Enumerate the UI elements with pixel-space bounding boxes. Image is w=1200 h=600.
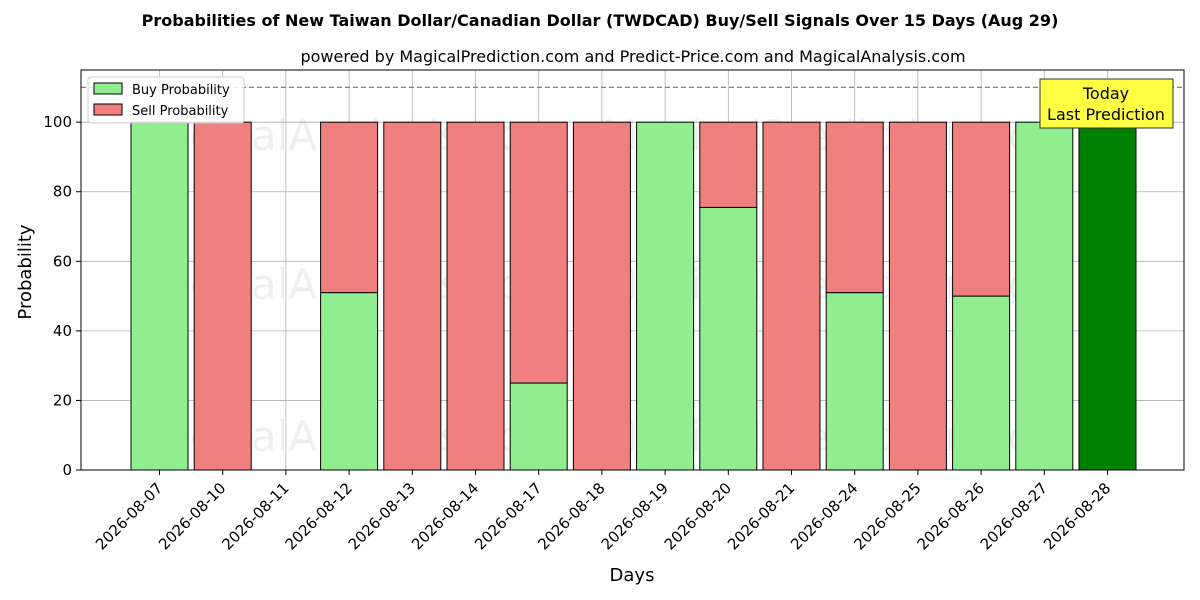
chart-title: Probabilities of New Taiwan Dollar/Canad… <box>142 11 1059 30</box>
bar-buy <box>825 292 884 471</box>
chart-subtitle: powered by MagicalPrediction.com and Pre… <box>300 47 965 66</box>
bar-sell <box>193 121 252 471</box>
y-tick-label: 60 <box>53 252 72 270</box>
x-axis-label: Days <box>610 565 655 586</box>
x-tick-label: 2026-08-11 <box>218 479 292 553</box>
y-tick-label: 80 <box>53 183 72 201</box>
x-tick-label: 2026-08-17 <box>471 479 545 553</box>
bar-buy <box>636 121 695 471</box>
bars <box>130 121 1137 471</box>
plot-frame <box>80 69 1185 471</box>
legend-label-sell: Sell Probability <box>132 104 229 119</box>
x-tick-label: 2026-08-20 <box>661 479 735 553</box>
x-tick-label: 2026-08-18 <box>534 479 608 553</box>
annotation-line-2: Last Prediction <box>1047 105 1165 124</box>
y-tick-label: 0 <box>62 461 72 479</box>
y-tick-label: 20 <box>53 391 72 409</box>
legend-swatch-sell <box>93 103 123 116</box>
bar-sell <box>888 121 947 471</box>
bar-sell <box>952 121 1011 297</box>
x-tick-label: 2026-08-28 <box>1040 479 1114 553</box>
x-tick-label: 2026-08-27 <box>977 479 1051 553</box>
x-tick-label: 2026-08-19 <box>598 479 672 553</box>
x-tick-label: 2026-08-12 <box>282 479 356 553</box>
x-tick-label: 2026-08-25 <box>850 479 924 553</box>
y-axis-label: Probability <box>15 224 36 319</box>
bar-sell <box>446 121 505 471</box>
x-tick-label: 2026-08-24 <box>787 479 861 553</box>
bar-sell <box>383 121 442 471</box>
today-annotation: Today Last Prediction <box>1039 78 1174 129</box>
legend-swatch-buy <box>93 82 123 95</box>
x-tick-label: 2026-08-07 <box>92 479 166 553</box>
bar-buy <box>952 295 1011 471</box>
x-tick-label: 2026-08-21 <box>724 479 798 553</box>
x-tick-label: 2026-08-13 <box>345 479 419 553</box>
bar-buy <box>1015 121 1074 471</box>
bar-sell <box>509 121 568 384</box>
x-tick-label: 2026-08-26 <box>914 479 988 553</box>
x-tick-label: 2026-08-10 <box>155 479 229 553</box>
bar-sell <box>320 121 379 294</box>
bar-buy <box>320 292 379 471</box>
bar-sell <box>699 121 758 208</box>
annotation-box <box>1039 78 1174 129</box>
annotation-line-1: Today <box>1082 84 1129 103</box>
x-axis: 2026-08-072026-08-102026-08-112026-08-12… <box>92 470 1114 553</box>
y-tick-label: 40 <box>53 322 72 340</box>
bar-sell <box>572 121 631 471</box>
legend-label-buy: Buy Probability <box>132 83 230 98</box>
y-axis: 0 20 40 60 80 100 <box>43 113 81 479</box>
x-tick-label: 2026-08-14 <box>408 479 482 553</box>
legend: Buy Probability Sell Probability <box>87 76 245 124</box>
bar-buy <box>130 121 189 471</box>
legend-frame <box>87 76 245 124</box>
bar-buy <box>699 206 758 471</box>
bar-sell <box>825 121 884 294</box>
bar-buy <box>509 382 568 471</box>
bar-sell <box>762 121 821 471</box>
bar-buy <box>1078 121 1137 471</box>
y-tick-label: 100 <box>43 113 72 131</box>
